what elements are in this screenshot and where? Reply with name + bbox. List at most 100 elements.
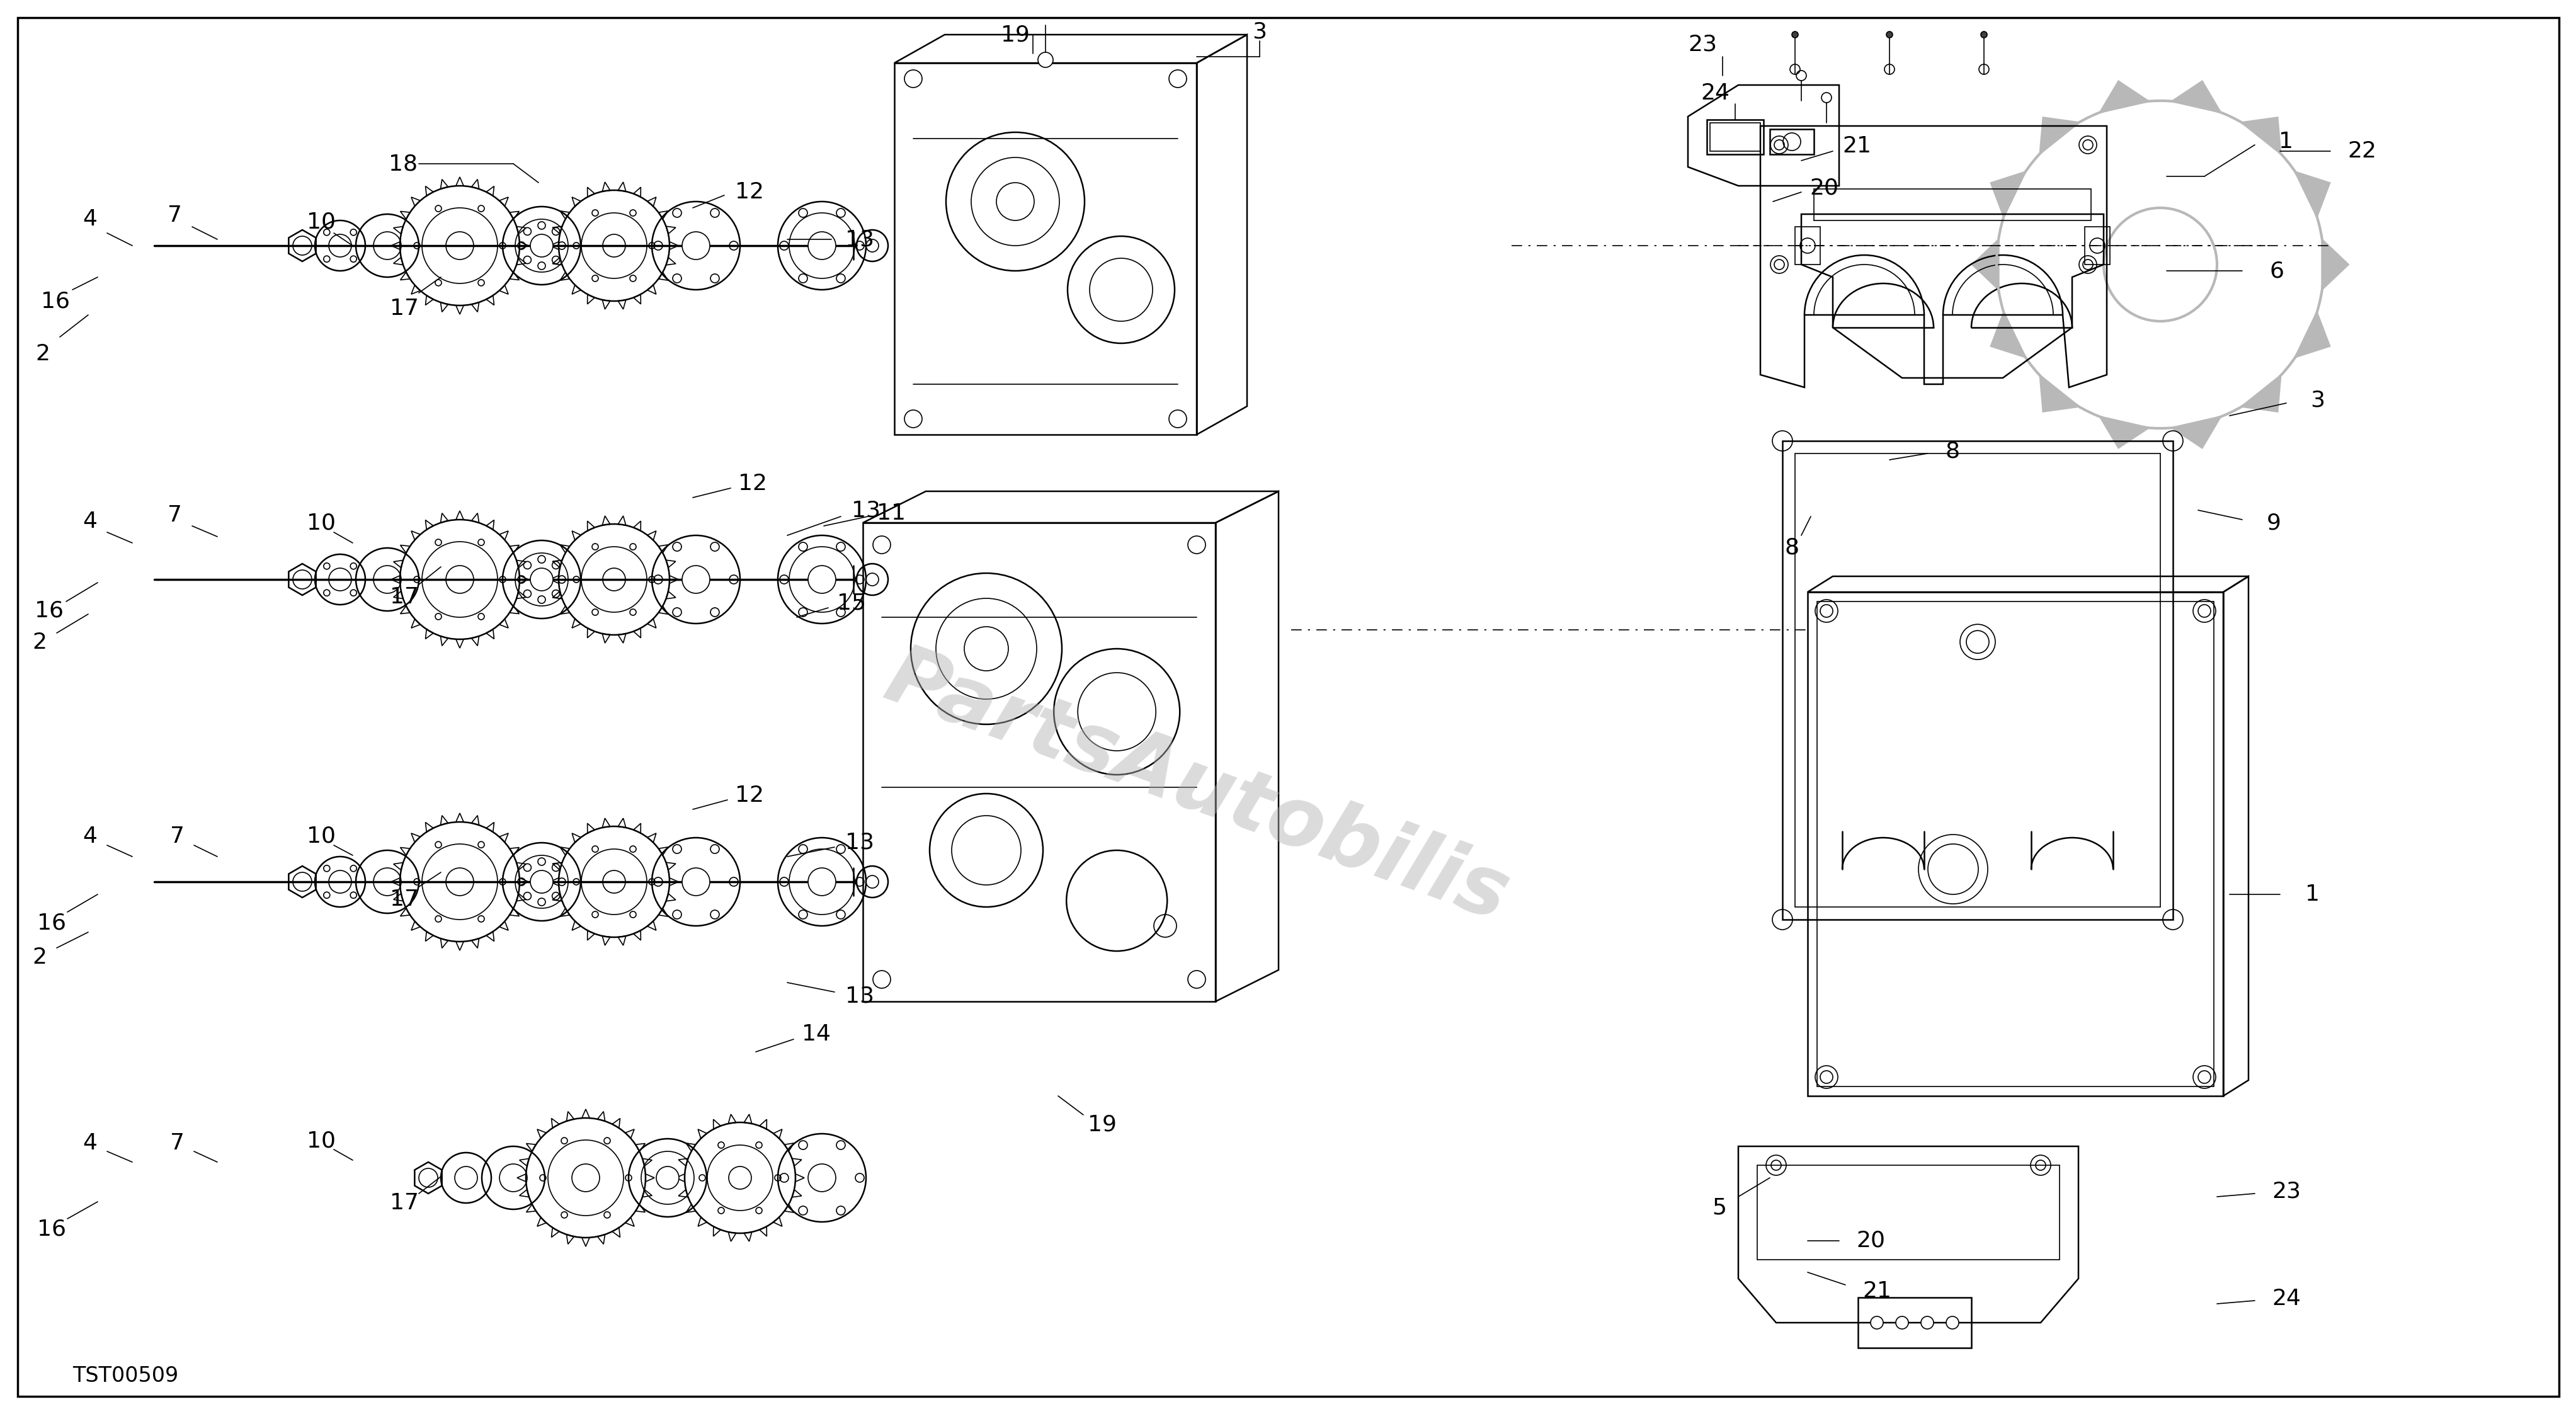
Polygon shape bbox=[2295, 173, 2329, 216]
Text: 2: 2 bbox=[36, 344, 49, 365]
Bar bbox=[1770, 129, 1814, 154]
Bar bbox=[2084, 226, 2110, 264]
Text: 4: 4 bbox=[82, 826, 98, 847]
Polygon shape bbox=[1973, 240, 1999, 288]
Circle shape bbox=[531, 871, 554, 894]
Text: 1: 1 bbox=[2306, 884, 2318, 905]
Text: 12: 12 bbox=[737, 474, 768, 495]
Circle shape bbox=[809, 1164, 835, 1192]
Text: 15: 15 bbox=[837, 592, 866, 614]
Circle shape bbox=[1945, 1316, 1958, 1329]
Circle shape bbox=[809, 868, 835, 895]
Text: 21: 21 bbox=[1862, 1281, 1891, 1302]
Text: 10: 10 bbox=[307, 211, 335, 232]
Text: 4: 4 bbox=[82, 510, 98, 532]
Circle shape bbox=[1981, 31, 1986, 38]
Text: 12: 12 bbox=[734, 785, 765, 806]
Text: 4: 4 bbox=[82, 1133, 98, 1154]
Text: 16: 16 bbox=[36, 912, 67, 935]
Circle shape bbox=[1775, 260, 1783, 270]
Text: 24: 24 bbox=[2272, 1288, 2300, 1309]
Bar bbox=[1795, 226, 1819, 264]
Circle shape bbox=[809, 232, 835, 260]
Polygon shape bbox=[2099, 82, 2148, 112]
Polygon shape bbox=[2295, 312, 2329, 356]
Circle shape bbox=[809, 566, 835, 594]
Text: 8: 8 bbox=[1945, 440, 1960, 462]
Polygon shape bbox=[2241, 376, 2280, 411]
Bar bbox=[863, 523, 1216, 1001]
Text: 11: 11 bbox=[876, 502, 907, 525]
Circle shape bbox=[683, 232, 708, 260]
Bar bbox=[1816, 601, 2213, 1086]
Text: 4: 4 bbox=[82, 208, 98, 230]
Text: 23: 23 bbox=[1687, 34, 1716, 55]
Polygon shape bbox=[2321, 240, 2347, 288]
Bar bbox=[1795, 454, 2159, 906]
Text: 1: 1 bbox=[2280, 132, 2293, 153]
Text: 10: 10 bbox=[307, 512, 335, 533]
Text: 7: 7 bbox=[167, 505, 183, 526]
Text: 3: 3 bbox=[2311, 389, 2324, 410]
Text: 2: 2 bbox=[33, 632, 46, 653]
Bar bbox=[1808, 592, 2223, 1096]
Text: 21: 21 bbox=[1842, 136, 1870, 157]
Text: 20: 20 bbox=[1855, 1230, 1886, 1251]
Circle shape bbox=[1038, 52, 1054, 68]
Polygon shape bbox=[1991, 173, 2025, 216]
Text: 6: 6 bbox=[2269, 260, 2282, 281]
Polygon shape bbox=[2040, 376, 2079, 411]
Circle shape bbox=[657, 1167, 680, 1189]
Text: 7: 7 bbox=[170, 1133, 185, 1154]
Text: 13: 13 bbox=[850, 499, 881, 520]
Bar bbox=[894, 64, 1195, 434]
Text: 2: 2 bbox=[33, 946, 46, 969]
Text: 18: 18 bbox=[389, 153, 417, 174]
Circle shape bbox=[2081, 140, 2092, 150]
Text: 20: 20 bbox=[1808, 177, 1839, 198]
Text: 10: 10 bbox=[307, 826, 335, 847]
Circle shape bbox=[1922, 1316, 1932, 1329]
Text: 19: 19 bbox=[1087, 1114, 1115, 1135]
Circle shape bbox=[531, 235, 554, 257]
Polygon shape bbox=[2040, 117, 2079, 153]
Text: 17: 17 bbox=[389, 587, 420, 608]
Text: 16: 16 bbox=[41, 290, 70, 311]
Bar bbox=[1710, 123, 1759, 151]
Text: 22: 22 bbox=[2347, 140, 2375, 161]
Text: 12: 12 bbox=[734, 181, 765, 202]
Text: 17: 17 bbox=[389, 298, 420, 320]
Text: 13: 13 bbox=[845, 831, 873, 854]
Text: 17: 17 bbox=[389, 1192, 420, 1213]
Bar bbox=[1757, 1165, 2058, 1260]
Circle shape bbox=[683, 868, 708, 895]
Circle shape bbox=[1790, 31, 1798, 38]
Circle shape bbox=[683, 566, 708, 594]
Text: 3: 3 bbox=[1252, 21, 1267, 42]
Circle shape bbox=[1870, 1316, 1883, 1329]
Text: 13: 13 bbox=[845, 229, 873, 250]
Circle shape bbox=[1886, 31, 1893, 38]
Text: 16: 16 bbox=[33, 600, 64, 622]
Bar bbox=[1814, 189, 2092, 221]
Text: 24: 24 bbox=[1700, 82, 1728, 103]
Text: 7: 7 bbox=[170, 826, 185, 847]
Text: 5: 5 bbox=[1713, 1198, 1726, 1219]
Polygon shape bbox=[2172, 82, 2221, 112]
Bar bbox=[1705, 120, 1762, 154]
Bar bbox=[1857, 1298, 1971, 1348]
Text: PartsAutobilis: PartsAutobilis bbox=[873, 638, 1520, 937]
Polygon shape bbox=[2172, 417, 2221, 447]
Text: 10: 10 bbox=[307, 1131, 335, 1152]
Bar bbox=[1783, 441, 2172, 919]
Polygon shape bbox=[1991, 312, 2025, 356]
Circle shape bbox=[1896, 1316, 1909, 1329]
Circle shape bbox=[1775, 140, 1783, 150]
Text: 17: 17 bbox=[389, 889, 420, 911]
Circle shape bbox=[2081, 260, 2092, 270]
Text: 9: 9 bbox=[2267, 512, 2280, 533]
Text: 19: 19 bbox=[999, 24, 1030, 45]
Circle shape bbox=[531, 568, 554, 591]
Text: 23: 23 bbox=[2272, 1181, 2300, 1202]
Text: 16: 16 bbox=[36, 1219, 67, 1240]
